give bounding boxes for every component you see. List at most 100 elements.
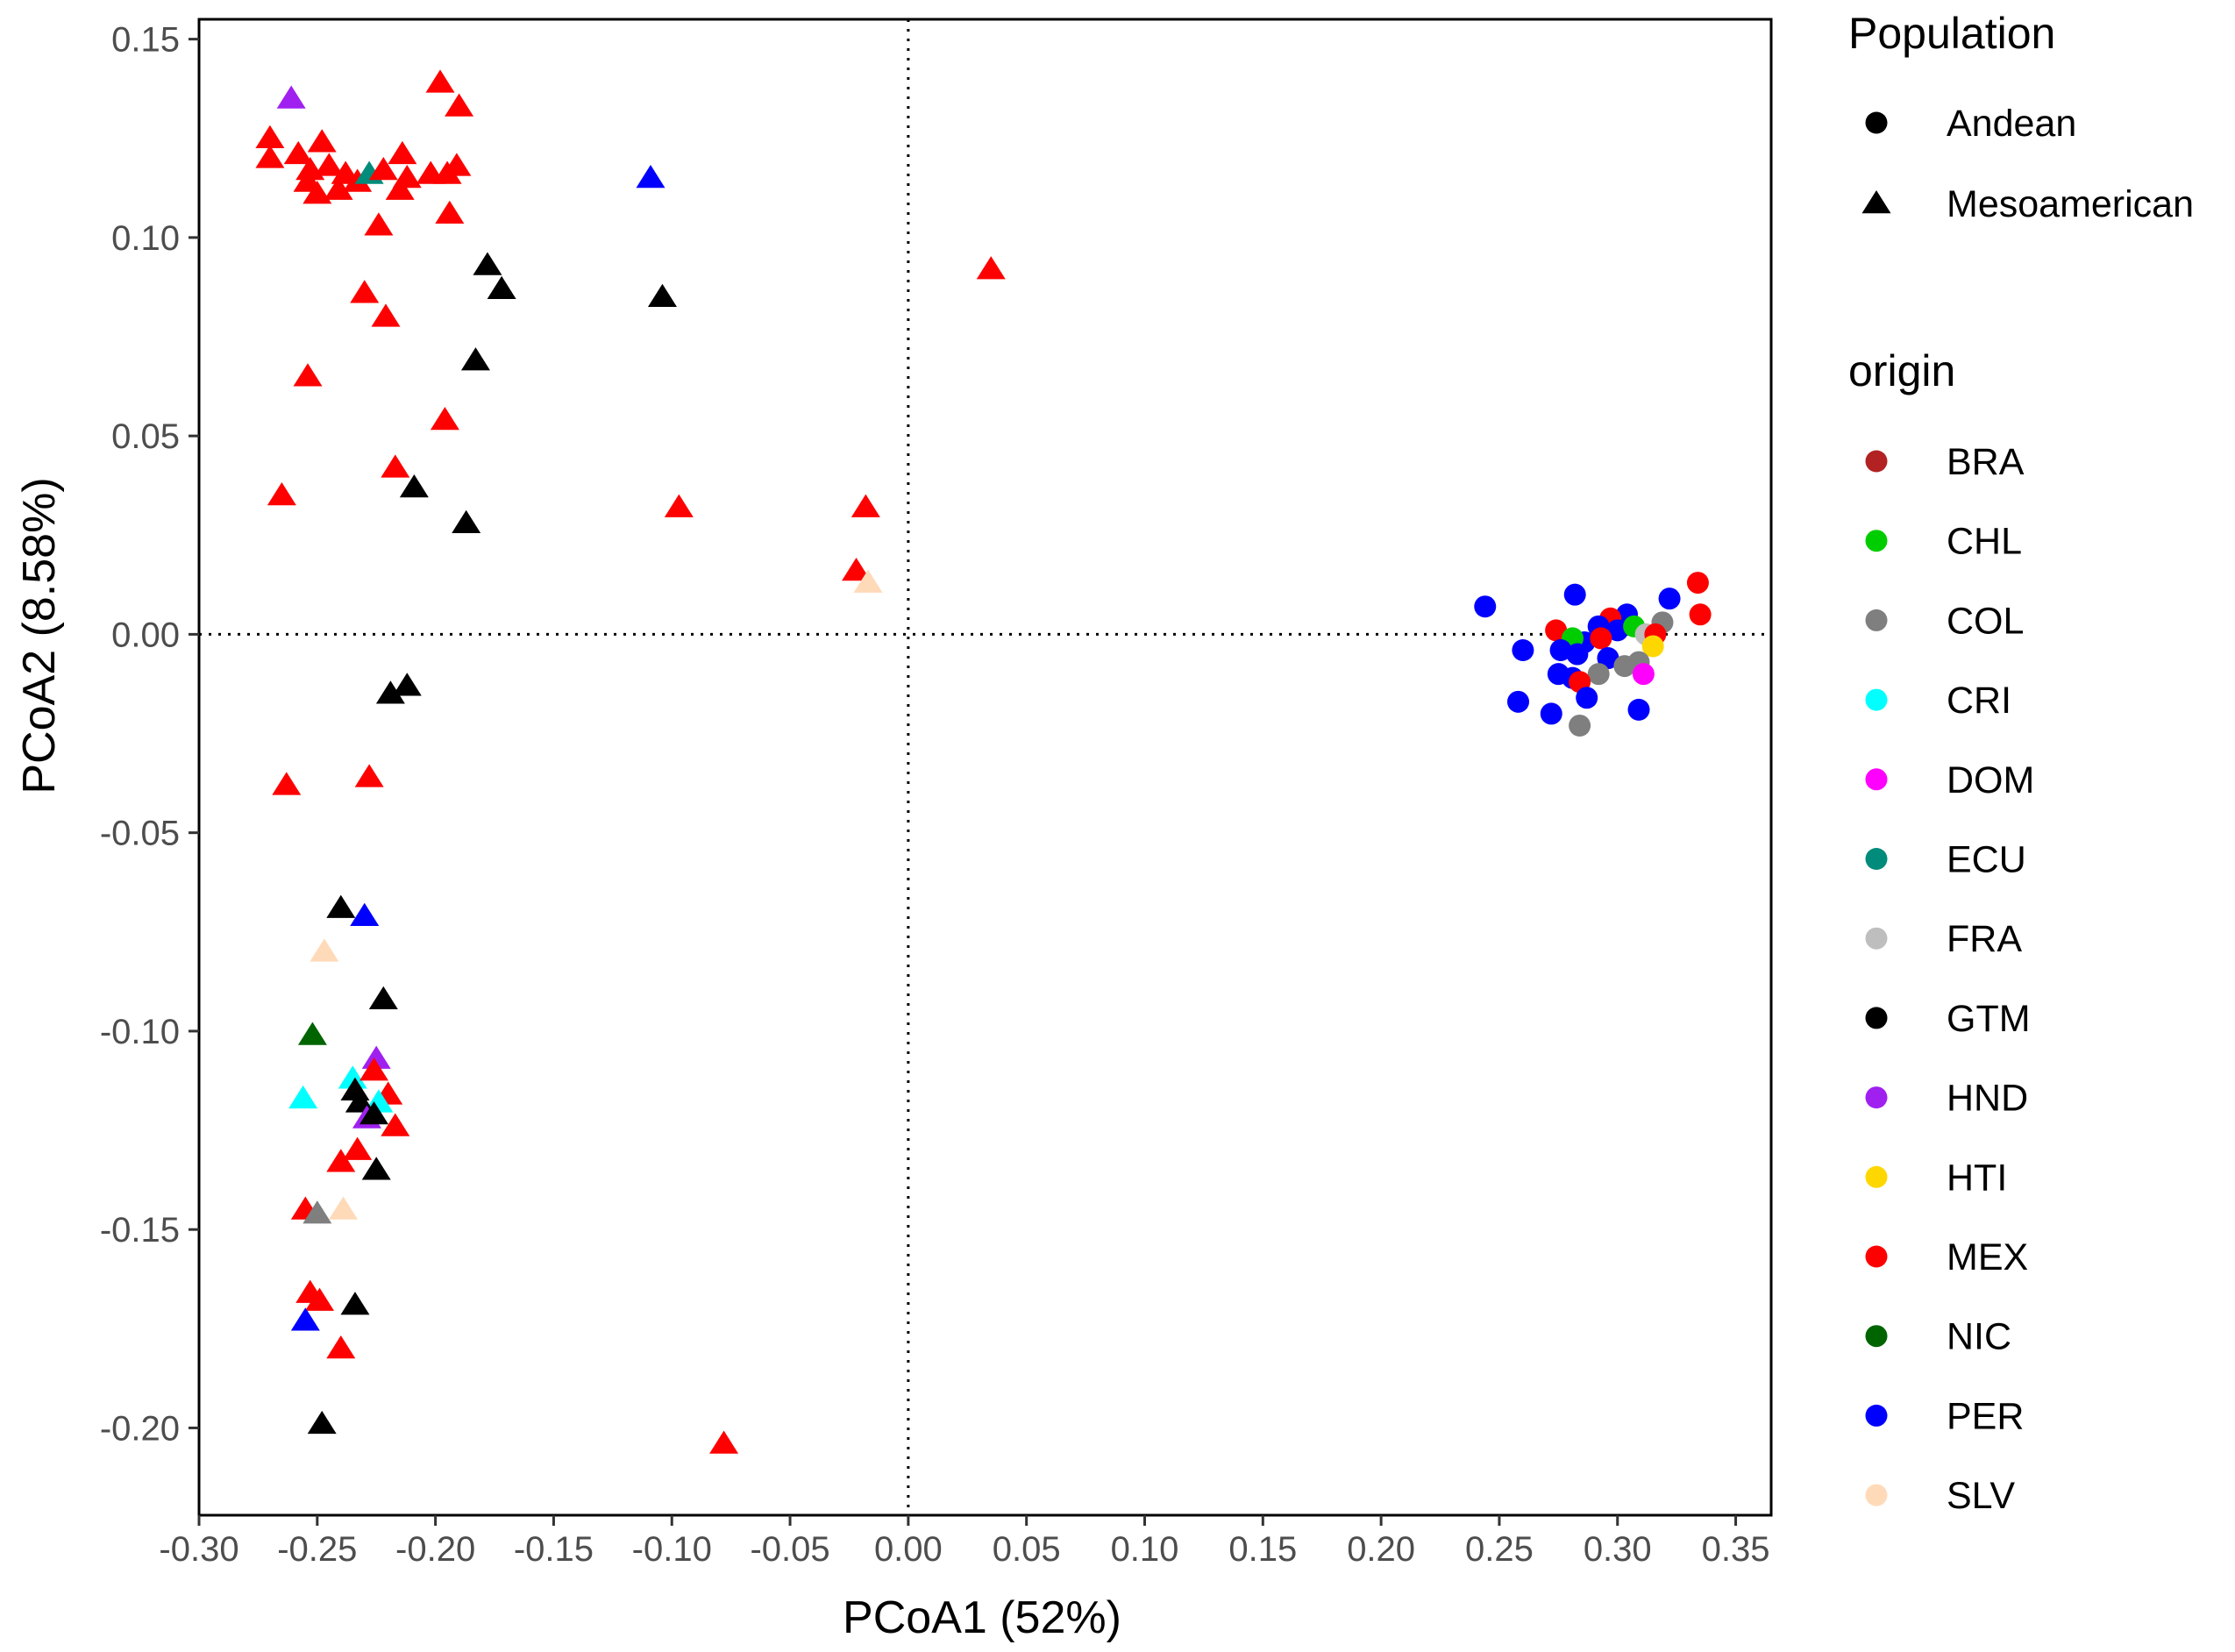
point-mesoamerican-mex-63	[326, 1149, 356, 1172]
point-mesoamerican-mex-15	[368, 156, 398, 181]
point-mesoamerican-mex-11	[303, 181, 332, 204]
legend-label-hti: HTI	[1947, 1157, 2007, 1199]
legend-key-cri	[1865, 688, 1888, 711]
point-mesoamerican-mex-9	[314, 153, 344, 176]
x-tick-label: 0.25	[1465, 1530, 1534, 1569]
legend-key-mex	[1865, 1245, 1888, 1268]
point-mesoamerican-gtm-26	[487, 275, 516, 299]
x-tick-label: 0.20	[1347, 1530, 1415, 1569]
legend-label-cri: CRI	[1947, 680, 2011, 722]
legend-label-col: COL	[1947, 600, 2024, 642]
point-andean-per-93	[1512, 639, 1534, 662]
y-axis-title: PCoA2 (8.58%)	[14, 477, 65, 794]
point-andean-per-104	[1507, 690, 1530, 713]
x-tick-label: 0.35	[1702, 1530, 1770, 1569]
x-tick-label: -0.25	[277, 1530, 357, 1569]
point-mesoamerican-mex-62	[343, 1136, 373, 1160]
legend-label-andean: Andean	[1947, 103, 2076, 145]
legend-label-slv: SLV	[1947, 1475, 2015, 1517]
point-mesoamerican-gtm-25	[473, 252, 502, 275]
legend-label-mex: MEX	[1947, 1236, 2028, 1278]
legend-title-population: Population	[1848, 9, 2055, 58]
point-mesoamerican-mex-3	[255, 125, 285, 149]
point-andean-mex-78	[1686, 572, 1709, 595]
point-andean-per-107	[1627, 698, 1650, 721]
y-tick-label: -0.20	[100, 1409, 180, 1448]
legend-key-slv	[1865, 1484, 1888, 1506]
legend-label-nic: NIC	[1947, 1316, 2011, 1358]
point-mesoamerican-mex-12	[324, 176, 353, 200]
point-mesoamerican-slv-41	[853, 569, 883, 593]
point-andean-col-108	[1569, 714, 1591, 737]
point-mesoamerican-mex-69	[305, 1287, 335, 1311]
point-mesoamerican-gtm-43	[392, 673, 422, 696]
x-tick-label: -0.10	[632, 1530, 712, 1569]
point-andean-per-77	[1658, 587, 1681, 610]
point-mesoamerican-mex-32	[293, 363, 323, 387]
legend-key-dom	[1865, 768, 1888, 791]
x-tick-label: -0.05	[750, 1530, 829, 1569]
legend: Population origin Andean Mesoamerican BRA C…	[1848, 9, 2194, 1517]
point-mesoamerican-gtm-27	[647, 283, 677, 308]
legend-key-per	[1865, 1404, 1888, 1427]
point-mesoamerican-gtm-38	[452, 509, 481, 533]
legend-key-hnd	[1865, 1086, 1888, 1109]
point-mesoamerican-mex-74	[709, 1430, 739, 1454]
legend-title-origin: origin	[1848, 346, 1955, 395]
legend-label-per: PER	[1947, 1395, 2024, 1437]
point-mesoamerican-mex-21	[442, 153, 472, 176]
legend-key-chl	[1865, 530, 1888, 552]
x-tick-label: -0.30	[159, 1530, 238, 1569]
point-mesoamerican-mex-61	[381, 1113, 410, 1136]
legend-key-andean	[1865, 111, 1888, 134]
point-mesoamerican-cri-52	[338, 1065, 367, 1089]
point-mesoamerican-mex-22	[435, 200, 465, 224]
point-andean-per-106	[1540, 702, 1562, 725]
point-mesoamerican-gtm-70	[340, 1292, 370, 1315]
plot-area	[199, 19, 1771, 1515]
point-mesoamerican-hnd-0	[276, 85, 306, 109]
point-mesoamerican-mex-40	[842, 558, 872, 581]
x-tick-label: 0.00	[874, 1530, 943, 1569]
point-mesoamerican-cri-55	[288, 1085, 318, 1109]
point-mesoamerican-gtm-46	[326, 894, 356, 918]
point-mesoamerican-mex-53	[359, 1057, 389, 1081]
y-tick-label: 0.00	[111, 616, 180, 654]
legend-key-nic	[1865, 1325, 1888, 1348]
point-mesoamerican-col-66	[303, 1200, 332, 1224]
point-mesoamerican-mex-17	[388, 140, 417, 165]
point-mesoamerican-gtm-49	[368, 986, 398, 1009]
axes: -0.30 -0.25 -0.20 -0.15 -0.10 -0.05 0.00 0.05 0.…	[100, 18, 1773, 1569]
x-tick-label: 0.30	[1584, 1530, 1652, 1569]
x-tick-label: -0.20	[395, 1530, 475, 1569]
x-tick-label: 0.05	[993, 1530, 1061, 1569]
plot-border	[197, 18, 1773, 1517]
legend-label-bra: BRA	[1947, 441, 2025, 483]
point-andean-per-83	[1606, 619, 1629, 642]
x-tick-label: 0.10	[1111, 1530, 1179, 1569]
plot-panel	[199, 19, 1771, 1515]
point-mesoamerican-mex-4	[255, 145, 285, 168]
point-mesoamerican-gtm-31	[460, 347, 490, 371]
legend-key-gtm	[1865, 1007, 1888, 1029]
point-mesoamerican-mex-72	[326, 1335, 356, 1359]
point-mesoamerican-mex-2	[445, 93, 474, 117]
point-andean-mex-91	[1590, 627, 1612, 650]
legend-key-hti	[1865, 1165, 1888, 1188]
point-mesoamerican-mex-44	[272, 772, 302, 795]
legend-key-fra	[1865, 927, 1888, 950]
point-mesoamerican-slv-48	[310, 938, 339, 962]
legend-key-bra	[1865, 450, 1888, 473]
x-tick-label: -0.15	[514, 1530, 594, 1569]
point-mesoamerican-mex-30	[371, 303, 401, 327]
x-tick-label: 0.15	[1228, 1530, 1297, 1569]
point-mesoamerican-mex-16	[385, 176, 415, 200]
legend-label-fra: FRA	[1947, 918, 2022, 960]
point-andean-per-94	[1549, 639, 1572, 662]
point-andean-per-75	[1474, 595, 1497, 618]
point-mesoamerican-mex-28	[976, 256, 1006, 280]
point-mesoamerican-mex-36	[267, 482, 296, 506]
point-mesoamerican-gtm-60	[359, 1100, 389, 1125]
point-andean-mex-79	[1689, 603, 1712, 626]
